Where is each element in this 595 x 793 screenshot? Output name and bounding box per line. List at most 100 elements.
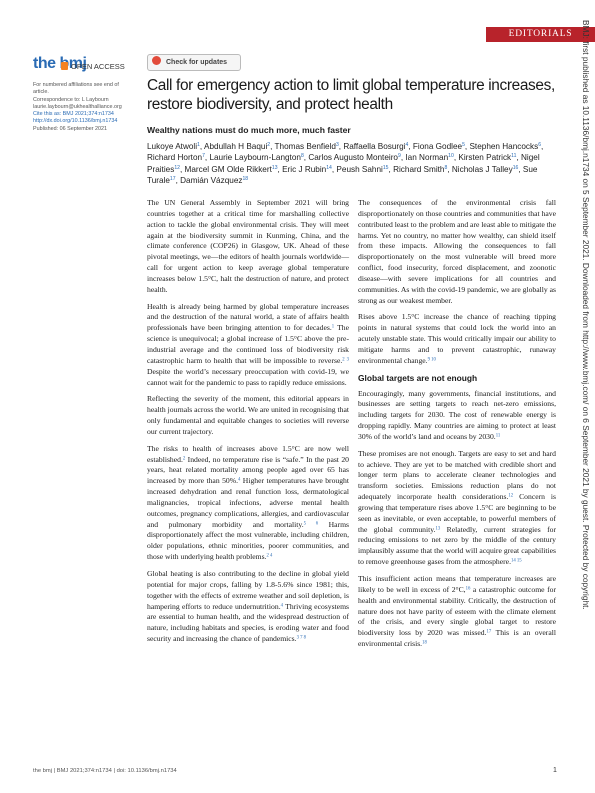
reference: 12 xyxy=(174,164,180,171)
reference: 15 xyxy=(382,164,389,171)
text: Lukoye Atwoli xyxy=(147,142,198,151)
text: Rises above 1.5°C increase the chance of… xyxy=(358,312,556,365)
reference: 1 xyxy=(331,324,335,330)
column: The UN General Assembly in September 202… xyxy=(147,198,349,651)
text: , Laurie Laybourn-Langton xyxy=(204,153,301,163)
sidebar-note: http://dx.doi.org/10.1136/bmj.n1734 xyxy=(33,118,118,125)
text: , Marcel GM Olde Rikkert xyxy=(179,164,272,174)
text: , Richard Smith xyxy=(388,164,445,174)
journal-logo: the bmj xyxy=(33,55,87,72)
reference: 3 7 8 xyxy=(296,635,307,641)
text: Despite the world’s necessary preoccupat… xyxy=(147,366,349,387)
reference: 17 xyxy=(169,176,176,183)
text: The science is unequivocal; a global inc… xyxy=(147,323,349,365)
text: , Richard Horton xyxy=(147,142,544,163)
text: These promises are not enough. Targets a… xyxy=(358,448,556,502)
text: This insufficient action means that temp… xyxy=(358,574,556,594)
paragraph: This insufficient action means that temp… xyxy=(358,574,556,650)
reference: 2 xyxy=(267,142,271,149)
sidebar-note: Cite this as: BMJ 2021;374:n1734 xyxy=(33,111,114,118)
column: The consequences of the environmental cr… xyxy=(358,198,556,656)
reference: 16 xyxy=(512,164,519,171)
paragraph: Rises above 1.5°C increase the chance of… xyxy=(358,312,556,366)
article-title: Call for emergency action to limit globa… xyxy=(147,77,555,113)
paragraph: The consequences of the environmental cr… xyxy=(358,198,556,306)
page-number: 1 xyxy=(553,767,557,774)
text: , Sue Turale xyxy=(147,164,538,185)
text: Higher temperatures have brought increas… xyxy=(147,476,349,529)
paragraph: The UN General Assembly in September 202… xyxy=(147,198,349,296)
text: , Peush Sahni xyxy=(331,164,383,174)
subtitle: Wealthy nations must do much more, much … xyxy=(147,125,351,135)
reference: 13 xyxy=(271,164,278,171)
text: Concern is growing that temperature rise… xyxy=(358,492,556,534)
text: , Abdullah H Baqui xyxy=(199,142,268,151)
text: , Fiona Godlee xyxy=(408,142,463,151)
reference: 9 10 xyxy=(427,357,436,363)
section-label: EDITORIALS xyxy=(486,27,595,42)
sidebar: For numbered affiliations see end of art… xyxy=(33,82,131,133)
text: Health is already being harmed by global… xyxy=(147,301,349,333)
text: , Thomas Benfield xyxy=(270,142,336,151)
open-access: OPEN ACCESS xyxy=(61,62,125,71)
reference: 4 xyxy=(280,602,283,608)
sidebar-note: Correspondence to: L Laybourn laurie.lay… xyxy=(33,96,122,110)
reference: 5 xyxy=(462,142,465,149)
open-access-label: OPEN ACCESS xyxy=(71,62,125,71)
sidebar-note: Published: 06 September 2021 xyxy=(33,125,108,132)
reference: 2 xyxy=(182,455,186,461)
text: Thriving ecosystems are essential to hum… xyxy=(147,601,349,644)
text: , Damián Vázquez xyxy=(175,175,243,185)
paragraph: Global heating is also contributing to t… xyxy=(147,569,349,645)
reference: 16 xyxy=(465,586,471,592)
reference: 11 xyxy=(511,153,517,160)
paragraph: These promises are not enough. Targets a… xyxy=(358,449,556,568)
text: , Nigel Praities xyxy=(147,153,540,174)
paragraph: Reflecting the severity of the moment, t… xyxy=(147,394,349,437)
section-heading: Global targets are not enough xyxy=(358,372,478,383)
check-updates[interactable]: Check for updates xyxy=(147,54,241,71)
text: This is an overall environmental crisis. xyxy=(358,628,556,649)
margin-note: BMJ: first published as 10.1136/bmj.n173… xyxy=(581,20,591,610)
reference: 12 xyxy=(508,493,514,499)
authors: Lukoye Atwoli1, Abdullah H Baqui2, Thoma… xyxy=(147,141,562,186)
reference: 4 xyxy=(238,477,241,483)
reference: 2 4 xyxy=(266,553,273,559)
text: , Eric J Rubin xyxy=(277,164,327,174)
text: Relatedly, current strategies for reduci… xyxy=(358,524,556,567)
text: Encouragingly, many governments, financi… xyxy=(358,388,556,441)
reference: 18 xyxy=(242,176,249,183)
reference: 6 xyxy=(538,142,542,149)
text: , Raffaella Bosurgi xyxy=(338,142,406,151)
text: The risks to health of increases above 1… xyxy=(147,443,349,464)
text: The consequences of the environmental cr… xyxy=(358,198,556,305)
reference: 14 xyxy=(326,164,332,171)
text: Reflecting the severity of the moment, t… xyxy=(147,394,349,436)
reference: 8 xyxy=(300,153,304,160)
text: , Stephen Hancocks xyxy=(464,142,539,151)
text: The UN General Assembly in September 202… xyxy=(147,198,349,294)
reference: 14 15 xyxy=(510,558,522,564)
check-updates-label[interactable]: Check for updates xyxy=(166,59,228,66)
reference: 10 xyxy=(448,153,454,160)
reference: 5 6 xyxy=(303,521,319,527)
text: , Carlos Augusto Monteiro xyxy=(303,153,398,163)
footer-citation: the bmj | BMJ 2021;374:n1734 | doi: 10.1… xyxy=(33,768,177,774)
text: Global heating is also contributing to t… xyxy=(147,569,349,611)
reference: 18 xyxy=(422,640,427,646)
reference: 17 xyxy=(486,629,492,635)
paragraph: Encouragingly, many governments, financi… xyxy=(358,389,556,443)
text: , Ian Norman xyxy=(400,153,449,163)
reference: 4 xyxy=(405,142,409,149)
reference: 8 xyxy=(444,164,448,171)
reference: 1 xyxy=(197,142,200,149)
reference: 11 xyxy=(495,433,501,439)
paragraph: Health is already being harmed by global… xyxy=(147,302,349,389)
text: a catastrophic outcome for health and en… xyxy=(358,584,556,638)
sidebar-note: For numbered affiliations see end of art… xyxy=(33,82,119,96)
paragraph: The risks to health of increases above 1… xyxy=(147,444,349,563)
reference: 2 3 xyxy=(342,357,349,363)
reference: 7 xyxy=(202,153,205,160)
reference: 13 xyxy=(435,526,441,532)
